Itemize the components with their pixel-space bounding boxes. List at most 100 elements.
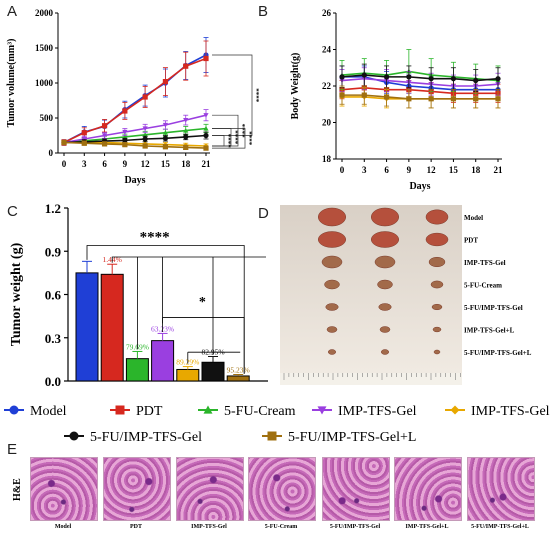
series-line [341,87,498,95]
bar [176,368,200,382]
data-point [162,135,169,141]
series-5-FU/IMP-TFS-Gel+L [61,139,209,151]
legend-item-IMP-TFS-Gel+L: IMP-TFS-Gel+L [445,404,550,419]
data-point [142,132,148,137]
legend-marker [115,405,125,415]
data-point [428,76,434,82]
he-label: IMP-TFS-Gel [191,524,227,530]
tumor-sample [428,256,446,268]
data-point [203,55,209,62]
data-point [142,136,148,142]
data-point [162,144,169,150]
data-point [142,126,148,132]
data-point [495,96,501,102]
data-point [81,130,87,136]
tumor-sample [381,349,389,355]
data-point [122,137,128,143]
data-point [142,94,148,100]
y-tick-label: 18 [322,154,332,164]
tumor-sample [371,231,399,248]
data-point [142,143,148,149]
bracket-line [212,135,225,147]
legend-label: 5-FU/IMP-TFS-Gel [90,430,202,445]
he-label: IMP-TFS-Gel+L [405,524,449,530]
he-row-label: H&E [12,478,23,501]
tumor-sample [431,303,443,311]
y-axis-label: Tumor volume(mm³) [6,39,17,128]
he-label: 5-FU/IMP-TFS-Gel [329,524,381,530]
x-tick-label: 18 [181,159,191,169]
data-point [361,92,367,98]
tumor-photo: Model PDT IMP-TFS-Gel 5-FU-Cream 5-FU/IMP-TF… [280,205,548,385]
y-tick-label: 1500 [35,43,54,53]
he-label: PDT [130,524,142,530]
y-tick-label: 24 [322,45,332,55]
x-tick-label: 3 [362,165,367,175]
x-tick-label: 12 [427,165,437,175]
tumor-sample [321,255,343,269]
panel-letter-d: D [258,205,269,222]
series-Model [61,37,209,146]
data-point [61,139,67,146]
tumor-photo-svg: Model PDT IMP-TFS-Gel 5-FU-Cream 5-FU/IMP-TF… [280,205,532,385]
legend-item-5-FU/IMP-TFS-Gel: 5-FU/IMP-TFS-Gel [64,430,202,445]
significance-label: **** [238,124,246,139]
data-point [495,76,501,82]
data-point [162,79,169,85]
he-label: 5-FU/IMP-TFS-Gel+L [471,524,529,530]
x-tick-label: 18 [471,165,481,175]
panel-letter-e: E [7,441,18,458]
data-point [339,92,345,98]
bracket-line [162,317,245,374]
series-line [64,141,207,147]
series-line [63,141,207,149]
series-line [63,57,207,144]
legend-item-Model: Model [4,404,67,419]
he-image [30,457,98,521]
x-tick-label: 9 [123,159,128,169]
y-tick-label: 0.9 [45,244,62,259]
data-point [183,118,189,123]
photo-label: 5-FU/IMP-TFS-Gel [464,304,523,312]
data-point [383,74,390,80]
tumor-sample [374,255,396,269]
bracket-line [212,54,253,136]
data-point [183,144,189,150]
y-axis-label: Body Weight(g) [290,53,301,120]
photo-label: IMP-TFS-Gel [464,259,506,267]
x-axis-label: Days [409,181,430,192]
he-label: 5-FU-Cream [264,524,298,530]
he-image [248,457,316,521]
x-tick-label: 15 [449,165,459,175]
legend: Model PDT 5-FU-Cream IMP-TFS-Gel IMP-TFS-Gel… [0,398,550,450]
tumor-sample [378,303,392,311]
x-tick-label: 0 [340,165,345,175]
tumor-sample [325,303,339,311]
data-point [473,77,479,84]
data-point [81,140,87,146]
y-tick-label: 26 [322,8,332,18]
he-label: Model [54,524,72,530]
legend-label: 5-FU-Cream [224,404,296,419]
series-line [341,70,499,82]
x-tick-label: 21 [494,165,504,175]
data-point [162,122,169,128]
panel-letter-c: C [7,203,18,220]
body-weight-chart: 18 20 22 24 26 0 3 6 9 12 15 18 21 Days Body Weight(g) [290,8,504,192]
data-point [203,132,209,139]
bar [75,272,99,382]
significance-bracket: **** [212,54,260,136]
series-line [63,127,207,144]
bar [125,358,149,382]
series-line [342,94,498,100]
y-tick-label: 0.6 [45,288,62,303]
bar-5-FU/IMP-TFS-Gel+L: 95.23% [227,366,250,382]
legend-item-5-FU-Cream: 5-FU-Cream [198,404,296,419]
significance-bracket: **** [212,128,253,149]
y-tick-label: 0.0 [45,374,61,389]
y-tick-label: 0 [49,148,54,158]
legend-marker [9,405,19,415]
x-tick-label: 6 [384,165,389,175]
photo-ruler [280,373,462,385]
